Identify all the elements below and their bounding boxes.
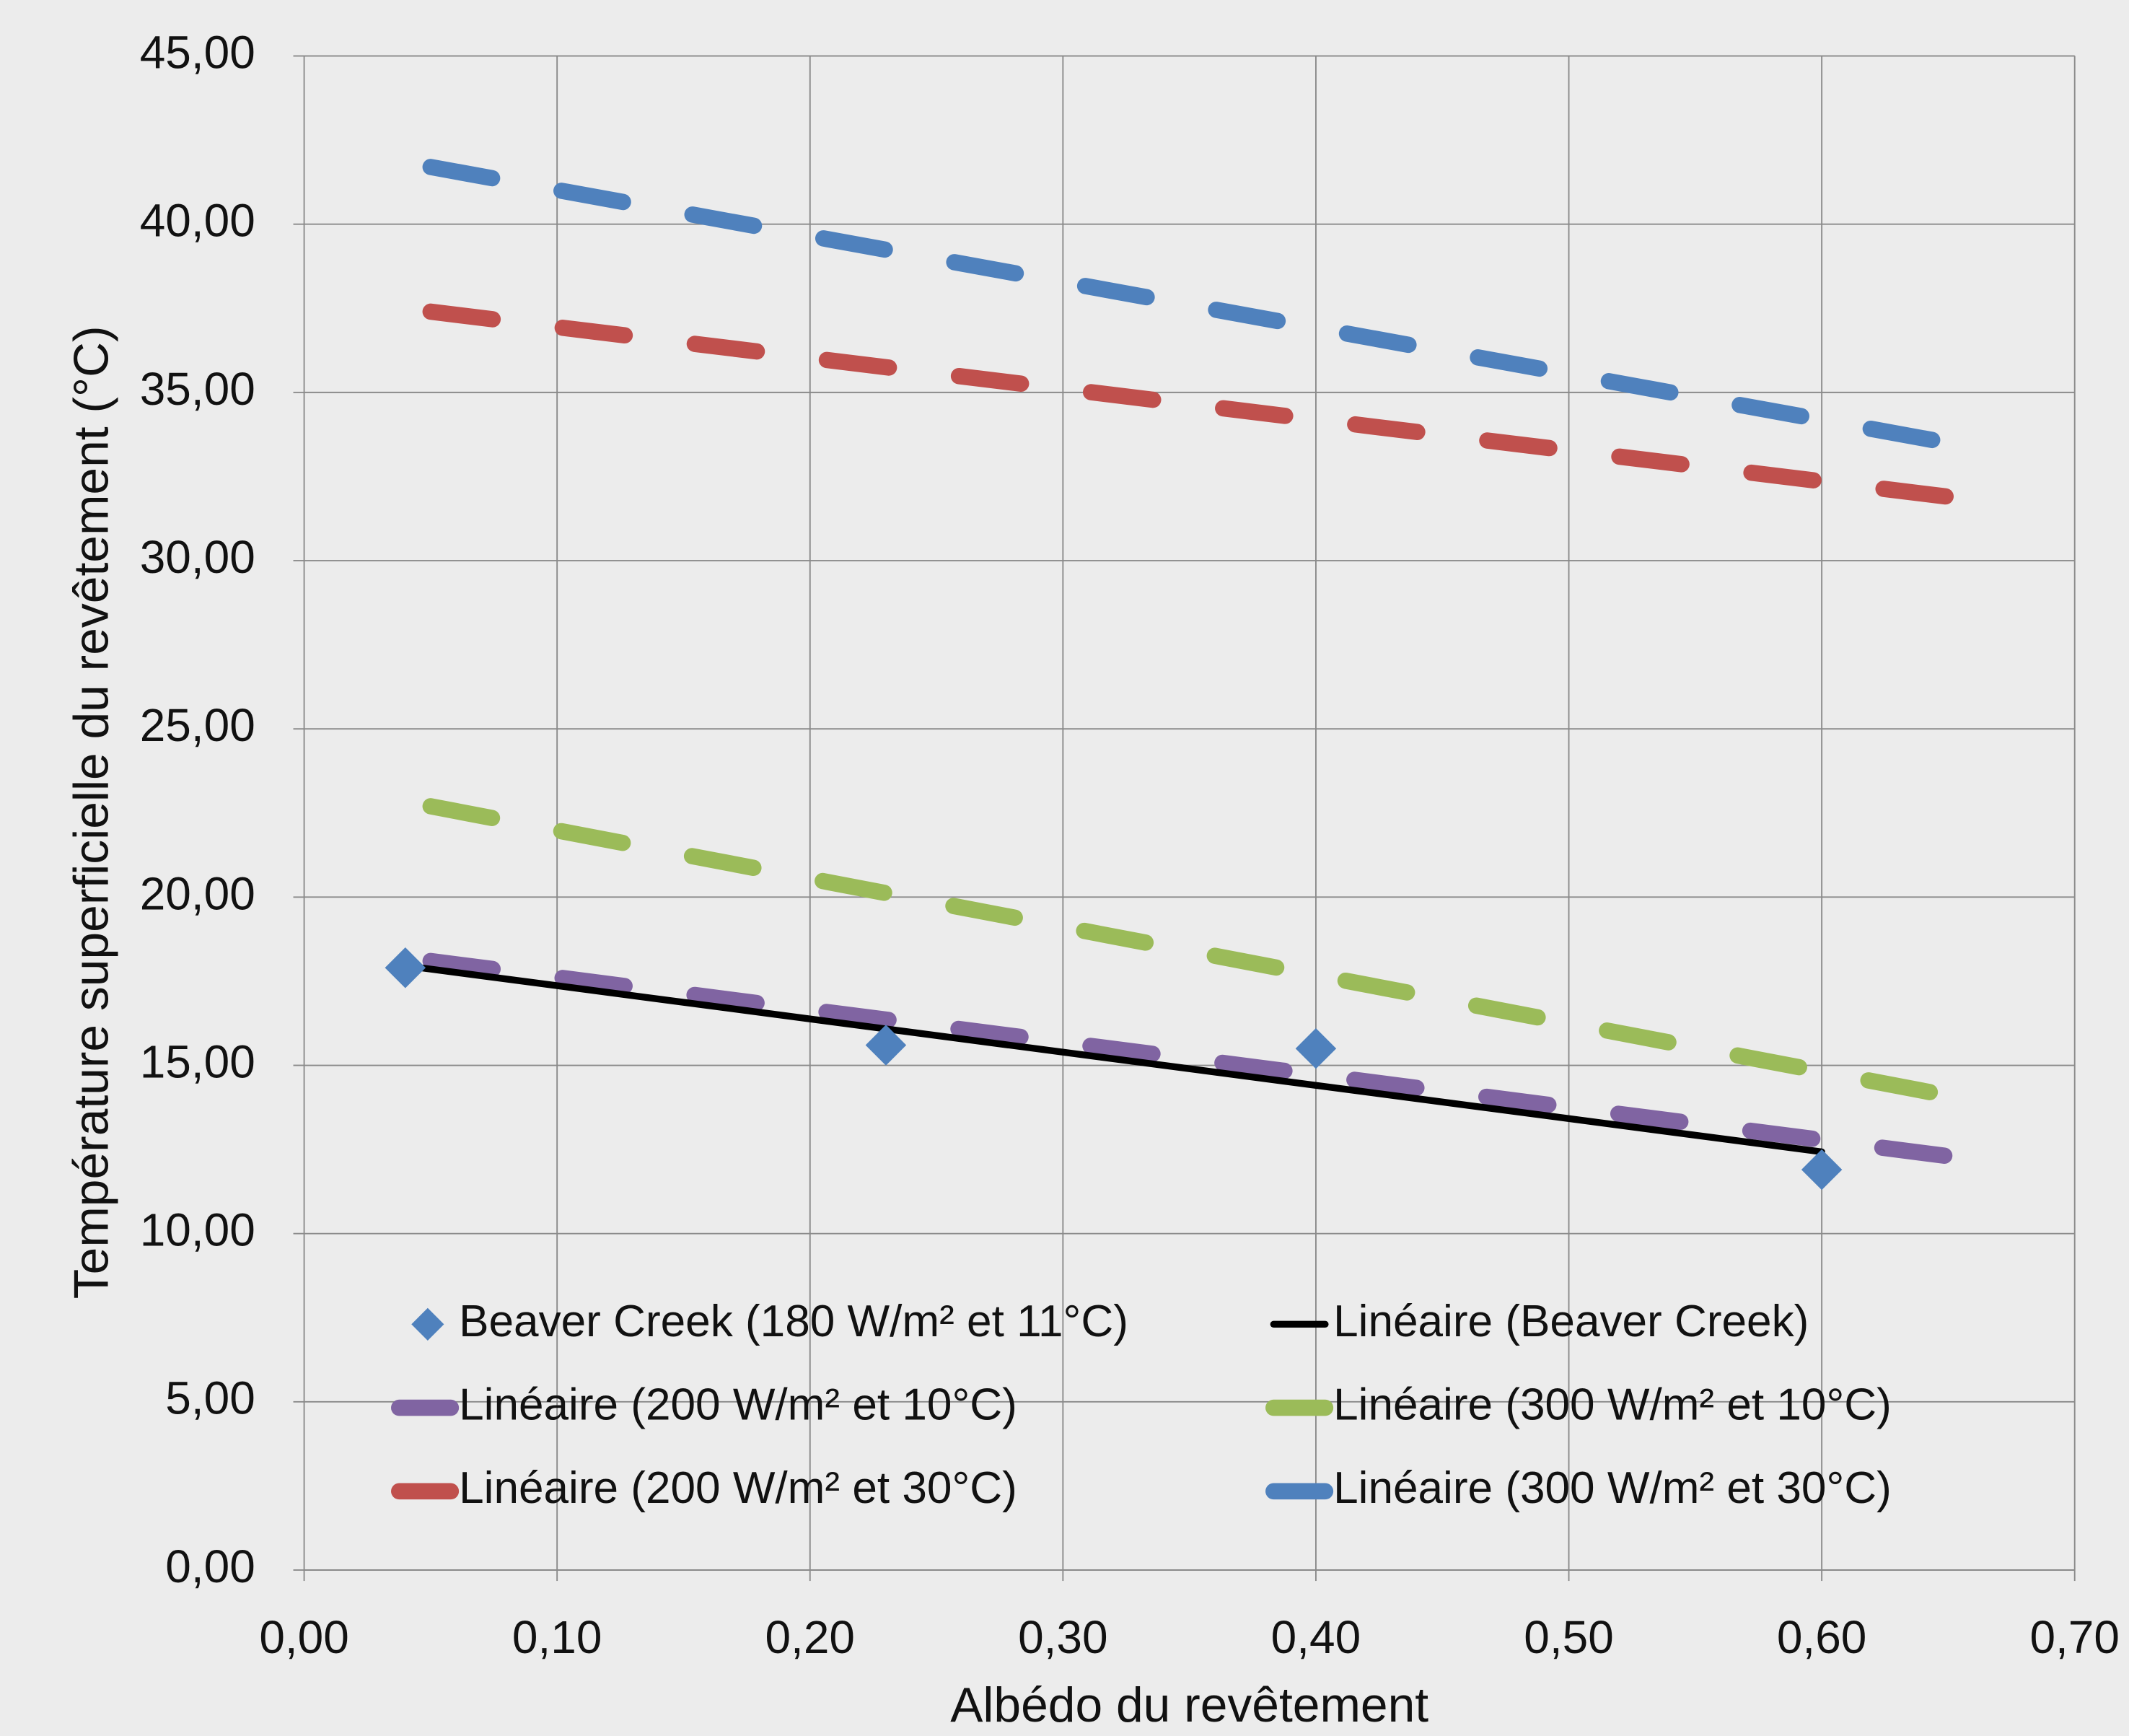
x-axis-title: Albédo du revêtement	[950, 1678, 1428, 1732]
legend-label: Linéaire (300 W/m² et 10°C)	[1333, 1380, 1892, 1430]
x-tick-label: 0,20	[765, 1611, 855, 1663]
y-tick-label: 10,00	[140, 1204, 255, 1256]
x-tick-label: 0,40	[1271, 1611, 1361, 1663]
y-tick-label: 40,00	[140, 195, 255, 247]
legend-label: Linéaire (300 W/m² et 30°C)	[1333, 1463, 1892, 1513]
y-tick-label: 15,00	[140, 1035, 255, 1087]
x-tick-label: 0,70	[2029, 1611, 2120, 1663]
legend-label: Linéaire (200 W/m² et 10°C)	[459, 1380, 1017, 1430]
chart: Albédo du revêtement Température superfi…	[0, 0, 2129, 1736]
legend-label: Linéaire (Beaver Creek)	[1333, 1297, 1809, 1346]
x-tick-label: 0,60	[1777, 1611, 1867, 1663]
y-axis-title: Température superficielle du revêtement …	[65, 325, 119, 1299]
y-tick-label: 25,00	[140, 699, 255, 751]
y-tick-label: 35,00	[140, 363, 255, 415]
y-tick-label: 20,00	[140, 867, 255, 919]
x-tick-label: 0,00	[259, 1611, 349, 1663]
x-tick-label: 0,10	[512, 1611, 602, 1663]
page: {"chart_data": {"type": "scatter", "x_la…	[0, 0, 2129, 1736]
y-tick-label: 30,00	[140, 531, 255, 583]
y-tick-label: 45,00	[140, 26, 255, 78]
x-tick-label: 0,30	[1018, 1611, 1108, 1663]
legend-label: Linéaire (200 W/m² et 30°C)	[459, 1463, 1017, 1513]
x-tick-label: 0,50	[1524, 1611, 1614, 1663]
legend-label: Beaver Creek (180 W/m² et 11°C)	[459, 1297, 1128, 1346]
y-tick-label: 5,00	[165, 1372, 255, 1424]
y-tick-label: 0,00	[165, 1540, 255, 1592]
